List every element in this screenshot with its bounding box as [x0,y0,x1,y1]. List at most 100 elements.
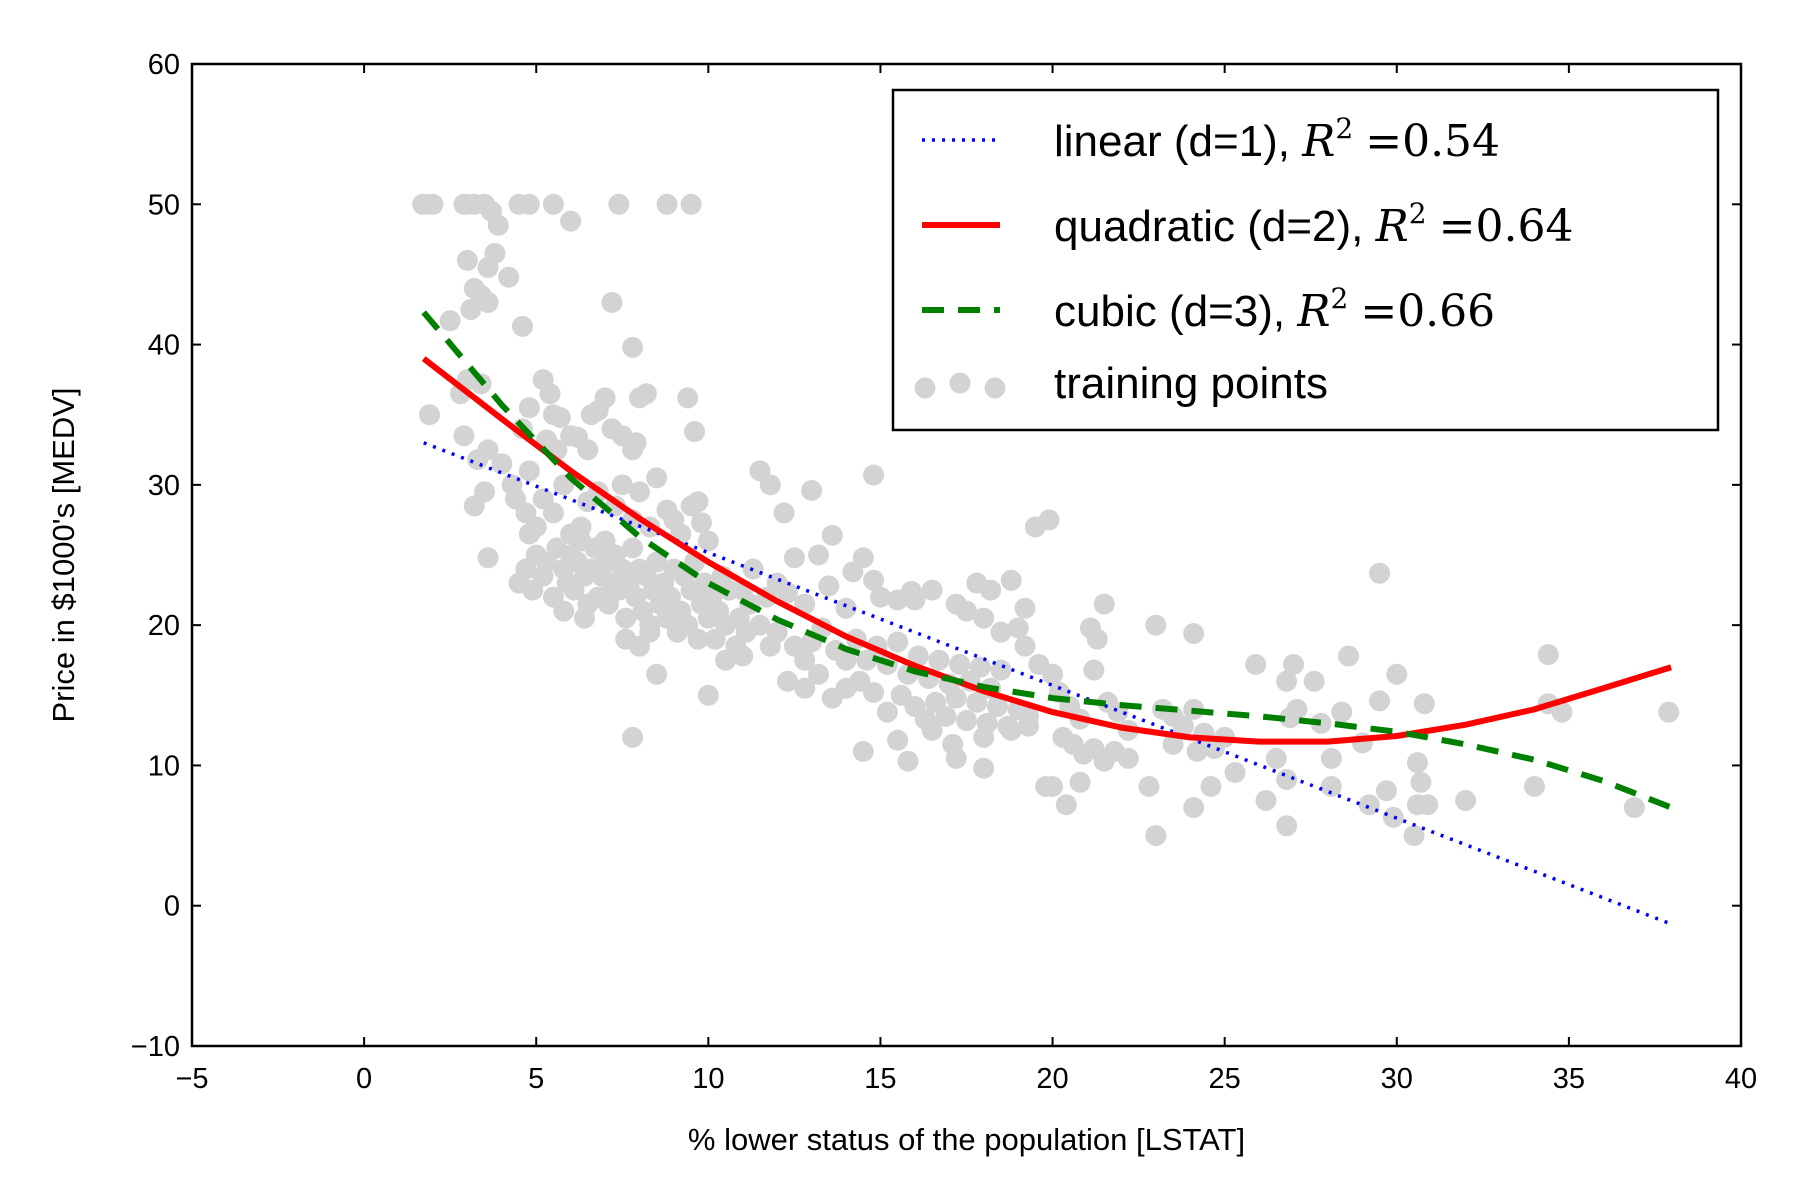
legend-swatch-training-points [914,372,1006,399]
training-point [1265,747,1287,769]
training-point [759,474,781,496]
legend-label-linear: linear (d=1), [1054,117,1302,166]
x-tick-label: 35 [1553,1063,1585,1095]
training-point [1000,569,1022,591]
training-point [1042,663,1064,685]
training-point [680,193,702,215]
training-point [1186,740,1208,762]
training-point [980,579,1002,601]
training-point [656,193,678,215]
training-point [573,607,595,629]
training-point [1038,509,1060,531]
training-point [625,432,647,454]
training-point [594,387,616,409]
legend-r2-symbol: R [1296,286,1330,337]
training-point [969,656,991,678]
training-point [945,747,967,769]
training-point [491,453,513,475]
training-point [1276,670,1298,692]
training-point [646,663,668,685]
training-point [863,464,885,486]
training-point [749,614,771,636]
training-point [697,684,719,706]
training-point [646,551,668,573]
training-point [439,310,461,332]
y-axis-label: Price in $1000's [MEDV] [46,387,81,722]
training-point [1331,701,1353,723]
training-point [622,336,644,358]
training-point [1117,747,1139,769]
training-point [869,586,891,608]
training-point [794,677,816,699]
training-point [863,569,885,591]
training-point [635,383,657,405]
training-point [1386,663,1408,685]
training-point [1375,780,1397,802]
training-point [1017,715,1039,737]
training-point [1303,670,1325,692]
training-point [518,193,540,215]
training-point [608,193,630,215]
training-point [1042,775,1064,797]
training-point [560,210,582,232]
training-point [525,516,547,538]
linear-fit-line [423,441,1672,926]
training-point [1623,797,1645,819]
training-point [821,524,843,546]
training-point [601,291,623,313]
legend-training-dot [949,372,971,394]
legend-r2-equals: = [1439,201,1476,252]
training-point [1162,733,1184,755]
training-point [1138,775,1160,797]
training-point [876,701,898,723]
training-point [677,387,699,409]
legend-training-dot [914,377,936,399]
training-point [801,479,823,501]
training-point [422,193,444,215]
y-tick-label: 40 [148,330,180,362]
x-tick-label: 5 [528,1063,544,1095]
training-point [477,439,499,461]
training-point [835,649,857,671]
training-point [622,726,644,748]
training-point [935,705,957,727]
training-point [990,621,1012,643]
training-point [852,547,874,569]
training-point [973,757,995,779]
x-tick-label: 0 [356,1063,372,1095]
training-point [1255,790,1277,811]
training-point [646,467,668,489]
training-point [1200,775,1222,797]
training-point [921,579,943,601]
ticks-layer: −5 0 5 10 15 20 25 30 35 40 −10 0 10 20 30 40 50 60 [131,49,1757,1095]
x-tick-label: 30 [1381,1063,1413,1095]
training-point [1551,701,1573,723]
training-point [1369,562,1391,584]
training-point [1276,768,1298,790]
training-point [474,481,496,503]
training-point [904,589,926,611]
training-point [1069,771,1091,793]
training-point [1455,790,1477,811]
legend-entry-linear: linear (d=1), R2 =0.54 [1054,112,1500,167]
training-point [777,582,799,604]
quadratic-fit-line [421,356,1672,745]
cubic-fit-line [421,310,1673,811]
plot-frame [190,62,1743,1048]
training-point [1417,794,1439,816]
training-point [615,607,637,629]
training-point [697,530,719,552]
training-point [863,681,885,703]
training-point [1310,712,1332,734]
training-point [477,547,499,569]
training-point [949,653,971,675]
training-point [973,726,995,748]
training-point [477,256,499,278]
training-point [1413,693,1435,715]
training-point [807,663,829,685]
training-point [1406,752,1428,774]
training-point [783,547,805,569]
training-point [1145,825,1167,847]
training-point [1014,635,1036,657]
training-point [542,193,564,215]
